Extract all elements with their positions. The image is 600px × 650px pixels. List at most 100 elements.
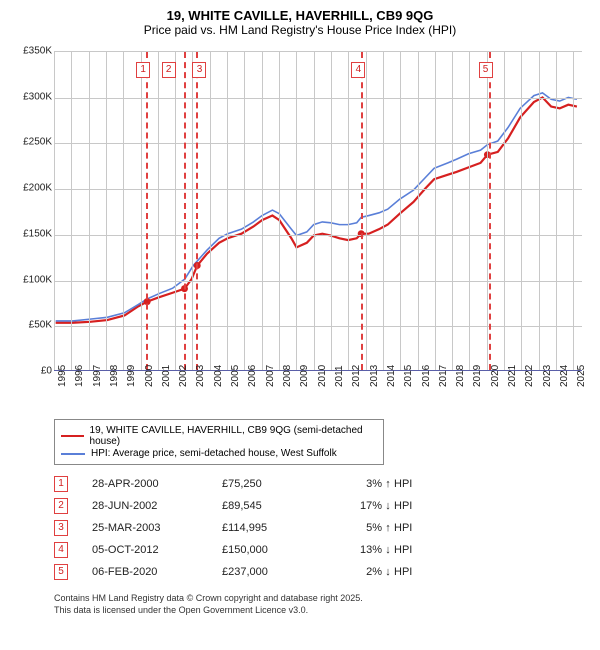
x-axis-label: 2003 <box>195 365 206 387</box>
series-line-hpi-avg <box>56 93 577 321</box>
gridline-vertical <box>210 52 211 370</box>
event-date: 28-APR-2000 <box>92 478 222 490</box>
y-axis-label: £0 <box>12 366 52 377</box>
event-date: 06-FEB-2020 <box>92 566 222 578</box>
x-axis-label: 2012 <box>351 365 362 387</box>
event-pct: 3% <box>322 478 382 490</box>
x-axis-label: 2020 <box>490 365 501 387</box>
x-axis-label: 2014 <box>386 365 397 387</box>
event-direction-icon: ↑ <box>382 478 394 490</box>
x-axis-label: 1997 <box>92 365 103 387</box>
event-marker-line <box>196 52 198 370</box>
footer-attribution: Contains HM Land Registry data © Crown c… <box>54 593 588 616</box>
x-axis-label: 2017 <box>438 365 449 387</box>
x-axis-label: 2007 <box>265 365 276 387</box>
gridline-vertical <box>106 52 107 370</box>
event-marker-line <box>146 52 148 370</box>
gridline-vertical <box>435 52 436 370</box>
gridline-vertical <box>158 52 159 370</box>
x-axis-label: 2004 <box>213 365 224 387</box>
x-axis-label: 2013 <box>369 365 380 387</box>
gridline-vertical <box>262 52 263 370</box>
legend-item-price-paid: 19, WHITE CAVILLE, HAVERHILL, CB9 9QG (s… <box>61 425 377 447</box>
gridline-vertical <box>227 52 228 370</box>
x-axis-label: 2000 <box>144 365 155 387</box>
x-axis-label: 2016 <box>421 365 432 387</box>
event-marker-box: 3 <box>192 62 206 78</box>
event-date: 25-MAR-2003 <box>92 522 222 534</box>
legend-item-hpi: HPI: Average price, semi-detached house,… <box>61 448 377 459</box>
events-table: 128-APR-2000£75,2503%↑HPI228-JUN-2002£89… <box>54 473 588 583</box>
legend-label: HPI: Average price, semi-detached house,… <box>91 448 337 459</box>
event-pct: 2% <box>322 566 382 578</box>
series-line-price-paid <box>56 97 577 322</box>
event-direction-icon: ↓ <box>382 500 394 512</box>
x-axis-label: 2005 <box>230 365 241 387</box>
footer-line: Contains HM Land Registry data © Crown c… <box>54 593 588 605</box>
x-axis-label: 1996 <box>74 365 85 387</box>
event-number: 2 <box>54 498 68 514</box>
legend-swatch-red <box>61 435 84 437</box>
x-axis-label: 1999 <box>126 365 137 387</box>
event-direction-icon: ↑ <box>382 522 394 534</box>
gridline-vertical <box>400 52 401 370</box>
event-pct: 13% <box>322 544 382 556</box>
event-row: 128-APR-2000£75,2503%↑HPI <box>54 473 588 495</box>
x-axis-label: 2024 <box>559 365 570 387</box>
event-hpi-label: HPI <box>394 478 434 490</box>
x-axis-label: 2011 <box>334 365 345 387</box>
plot-region: 12345 <box>54 51 582 371</box>
event-hpi-label: HPI <box>394 522 434 534</box>
event-pct: 5% <box>322 522 382 534</box>
gridline-vertical <box>539 52 540 370</box>
gridline-vertical <box>366 52 367 370</box>
x-axis-label: 2008 <box>282 365 293 387</box>
gridline-vertical <box>452 52 453 370</box>
gridline-horizontal <box>54 235 582 236</box>
event-price: £89,545 <box>222 500 322 512</box>
x-axis-label: 2001 <box>161 365 172 387</box>
x-axis-label: 2022 <box>524 365 535 387</box>
chart-svg <box>54 52 582 370</box>
gridline-vertical <box>418 52 419 370</box>
y-axis-label: £150K <box>12 228 52 239</box>
legend-label: 19, WHITE CAVILLE, HAVERHILL, CB9 9QG (s… <box>90 425 377 447</box>
event-row: 325-MAR-2003£114,9955%↑HPI <box>54 517 588 539</box>
gridline-vertical <box>244 52 245 370</box>
y-axis-label: £300K <box>12 91 52 102</box>
x-axis-label: 2023 <box>542 365 553 387</box>
event-row: 506-FEB-2020£237,0002%↓HPI <box>54 561 588 583</box>
x-axis-label: 2025 <box>576 365 587 387</box>
gridline-vertical <box>504 52 505 370</box>
gridline-vertical <box>141 52 142 370</box>
event-marker-box: 1 <box>136 62 150 78</box>
event-number: 5 <box>54 564 68 580</box>
chart-title-address: 19, WHITE CAVILLE, HAVERHILL, CB9 9QG <box>12 8 588 23</box>
event-number: 3 <box>54 520 68 536</box>
footer-line: This data is licensed under the Open Gov… <box>54 605 588 617</box>
x-axis-label: 2019 <box>472 365 483 387</box>
event-marker-box: 5 <box>479 62 493 78</box>
x-axis-label: 2006 <box>247 365 258 387</box>
gridline-vertical <box>521 52 522 370</box>
event-marker-line <box>489 52 491 370</box>
chart-subtitle: Price paid vs. HM Land Registry's House … <box>12 23 588 37</box>
x-axis-label: 1995 <box>57 365 68 387</box>
y-axis-label: £100K <box>12 274 52 285</box>
event-marker-box: 4 <box>351 62 365 78</box>
gridline-horizontal <box>54 326 582 327</box>
event-price: £150,000 <box>222 544 322 556</box>
gridline-vertical <box>314 52 315 370</box>
gridline-vertical <box>175 52 176 370</box>
y-axis-label: £200K <box>12 183 52 194</box>
event-row: 228-JUN-2002£89,54517%↓HPI <box>54 495 588 517</box>
x-axis-label: 2010 <box>317 365 328 387</box>
gridline-vertical <box>573 52 574 370</box>
gridline-vertical <box>296 52 297 370</box>
event-direction-icon: ↓ <box>382 544 394 556</box>
gridline-vertical <box>331 52 332 370</box>
gridline-vertical <box>192 52 193 370</box>
event-hpi-label: HPI <box>394 566 434 578</box>
event-pct: 17% <box>322 500 382 512</box>
event-date: 05-OCT-2012 <box>92 544 222 556</box>
